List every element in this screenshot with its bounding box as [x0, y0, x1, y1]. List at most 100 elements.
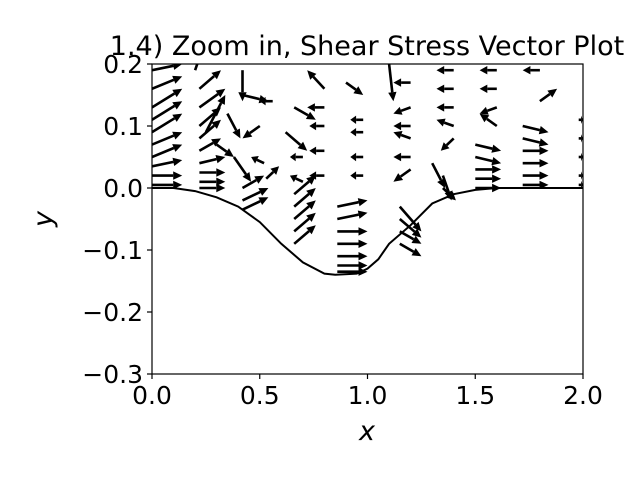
y-axis-label: y — [28, 210, 59, 228]
vector-arrow — [293, 212, 316, 233]
vector-arrow — [578, 180, 583, 190]
vector-arrow — [293, 200, 316, 220]
vector-arrow — [337, 227, 368, 236]
vector-arrow — [479, 66, 497, 75]
vector-arrow — [307, 70, 326, 90]
vector-arrow — [479, 113, 498, 128]
y-tick-label: 0.2 — [103, 50, 143, 79]
vector-arrow — [522, 124, 549, 135]
vector-arrow — [289, 152, 303, 162]
vector-arrow — [198, 70, 221, 90]
vector-arrow — [198, 138, 221, 152]
vector-arrow — [350, 152, 364, 162]
vector-arrow — [242, 124, 261, 139]
vector-arrow — [199, 177, 226, 186]
vector-arrow — [241, 197, 269, 211]
vector-arrow — [309, 171, 325, 180]
vector-arrow — [387, 64, 397, 102]
vector-arrow — [284, 131, 308, 151]
vector-arrow — [522, 137, 549, 147]
vector-arrow — [522, 146, 549, 155]
vector-arrow — [578, 115, 583, 124]
vector-arrow — [152, 113, 183, 134]
vector-arrow — [309, 146, 325, 155]
vector-arrow — [293, 225, 316, 245]
vector-arrow — [539, 88, 558, 103]
vector-arrow — [152, 180, 183, 190]
plot-area — [152, 64, 583, 276]
vector-arrow — [251, 156, 265, 165]
vector-arrow — [199, 183, 226, 193]
vector-arrow — [152, 144, 183, 159]
vector-arrow — [436, 66, 454, 75]
vector-arrow — [193, 64, 199, 71]
vector-arrow — [307, 103, 325, 112]
vector-arrow — [198, 88, 226, 109]
vector-arrow — [398, 218, 422, 238]
vector-arrow — [350, 115, 364, 124]
vector-arrow — [199, 168, 226, 177]
y-tick-label: −0.1 — [82, 236, 143, 265]
vector-arrow — [241, 175, 265, 190]
vector-arrow — [309, 121, 325, 131]
vector-arrow — [399, 242, 422, 257]
vector-arrow — [436, 118, 455, 128]
vector-arrow — [350, 128, 364, 137]
y-tick-label: −0.3 — [82, 360, 143, 389]
vector-arrow — [337, 261, 368, 270]
y-tick-label: 0.1 — [103, 112, 143, 141]
vector-arrow — [442, 187, 456, 201]
vector-arrow — [199, 155, 226, 165]
vector-arrow — [152, 64, 183, 72]
vector-arrow — [578, 152, 583, 162]
x-tick-label: 0.5 — [240, 381, 280, 410]
vector-arrow — [152, 75, 183, 91]
vector-arrow — [393, 131, 412, 140]
vector-arrow — [152, 101, 183, 121]
x-tick-label: 1.0 — [348, 381, 388, 410]
vector-arrow — [152, 157, 183, 168]
vector-arrow — [337, 239, 368, 248]
vector-arrow — [393, 78, 411, 87]
wall-profile-line — [152, 187, 583, 276]
vector-arrow — [475, 165, 502, 174]
vector-arrow — [479, 84, 497, 93]
chart-title: 1.4) Zoom in, Shear Stress Vector Plot — [110, 31, 624, 62]
vector-arrow — [337, 252, 368, 261]
y-axis-ticks: −0.3 −0.2 −0.1 0.0 0.1 0.2 — [82, 50, 152, 389]
vector-arrow — [436, 103, 454, 112]
vector-arrow — [393, 121, 411, 131]
vector-arrow — [204, 95, 226, 133]
vector-arrow — [578, 171, 583, 180]
vector-arrow — [293, 106, 316, 120]
y-tick-label: −0.2 — [82, 298, 143, 327]
vector-arrow — [152, 131, 183, 146]
vector-arrow — [337, 267, 368, 276]
vector-arrow — [345, 81, 364, 95]
vector-arrow — [293, 188, 316, 208]
vector-arrows — [152, 64, 583, 276]
vector-arrow — [337, 210, 368, 221]
vector-arrow — [398, 205, 422, 232]
vector-arrow — [431, 162, 446, 188]
vector-arrow — [475, 183, 502, 193]
vector-arrow — [399, 230, 422, 244]
vector-arrow — [474, 143, 502, 153]
vector-arrow — [522, 66, 540, 75]
x-tick-label: 0.0 — [132, 381, 172, 410]
vector-arrow — [350, 171, 364, 180]
vector-arrow — [522, 159, 549, 168]
x-tick-label: 1.5 — [455, 381, 495, 410]
vector-arrow — [152, 171, 183, 180]
vector-arrow — [436, 84, 454, 93]
vector-arrow — [479, 106, 498, 115]
vector-arrow — [226, 112, 241, 139]
vector-arrow — [265, 166, 280, 180]
vector-arrow — [393, 152, 411, 162]
vector-arrow — [393, 168, 412, 182]
vector-arrow — [522, 180, 549, 190]
vector-arrow — [475, 174, 502, 183]
x-axis-label: x — [358, 416, 376, 447]
vector-arrow — [337, 198, 368, 208]
